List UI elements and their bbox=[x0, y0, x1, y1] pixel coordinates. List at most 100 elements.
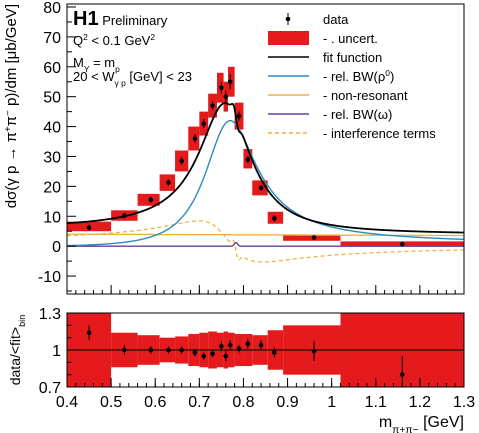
main-ytick-label-80: 80 bbox=[43, 0, 61, 17]
main-ytick-label-10: 10 bbox=[43, 209, 61, 226]
ratio-axes: 0.7 1 1.3 0.4 0.5 0.6 0.7 0.8 0.9 1 1.1 1.2 1.3 data/… bbox=[7, 306, 475, 433]
legend-label: fit function bbox=[323, 50, 382, 65]
ratio-point-13 bbox=[258, 340, 264, 350]
ratio-point-8 bbox=[219, 341, 224, 352]
main-ytick-label-50: 50 bbox=[43, 90, 61, 107]
ratio-marker bbox=[272, 350, 277, 355]
data-point-12 bbox=[245, 155, 251, 164]
data-marker bbox=[210, 103, 215, 108]
xtick-label-1: 0.5 bbox=[100, 394, 122, 411]
data-marker bbox=[399, 241, 405, 247]
ratio-ytick-label-1: 1 bbox=[52, 343, 61, 360]
xtick-label-9: 1.3 bbox=[453, 394, 475, 411]
ratio-point-1 bbox=[122, 345, 127, 355]
legend-entry-3: - rel. BW(ρ0) bbox=[268, 68, 394, 84]
non-resonant-curve bbox=[67, 233, 464, 237]
legend-entry-6: - interference terms bbox=[268, 126, 436, 141]
legend-entry-1: - . uncert. bbox=[268, 31, 378, 46]
data-point-0 bbox=[86, 224, 92, 231]
ratio-ytick-label-0_7: 0.7 bbox=[39, 380, 61, 397]
data-point-9 bbox=[223, 90, 229, 103]
data-marker bbox=[272, 216, 277, 221]
main-ytick-label-40: 40 bbox=[43, 120, 61, 137]
main-ytick-label-0: 0 bbox=[52, 239, 61, 256]
ratio-point-14 bbox=[272, 347, 277, 358]
main-legend: data - . uncert. fit function - rel. BW(ρ0)… bbox=[268, 12, 436, 141]
data-point-8 bbox=[219, 81, 224, 94]
xtick-label-7: 1.1 bbox=[365, 394, 387, 411]
ratio-point-9 bbox=[223, 351, 229, 362]
ratio-marker bbox=[236, 346, 242, 352]
data-marker bbox=[227, 79, 233, 85]
cut-w: 20 < Wγ p [GeV] < 23 bbox=[73, 69, 192, 88]
ratio-data-points bbox=[86, 325, 405, 387]
ratio-marker bbox=[399, 372, 405, 377]
ratio-marker bbox=[148, 347, 154, 353]
ratio-point-7 bbox=[210, 350, 215, 358]
legend-label: data bbox=[323, 12, 349, 27]
ratio-point-4 bbox=[179, 346, 184, 354]
data-point-3 bbox=[166, 179, 171, 186]
experiment-label: H1 Preliminary bbox=[73, 8, 168, 30]
ratio-marker bbox=[223, 353, 229, 359]
xtick-label-8: 1.2 bbox=[409, 394, 431, 411]
main-ylabel: dσ(γ p → π+π− p)/dm [μb/GeV] bbox=[3, 4, 21, 208]
data-marker bbox=[148, 197, 154, 203]
main-ytick-label-70: 70 bbox=[43, 30, 61, 47]
data-point-16 bbox=[399, 241, 405, 247]
legend-label: - rel. BW(ω) bbox=[323, 107, 392, 122]
data-marker bbox=[311, 235, 317, 240]
main-fit-curves bbox=[67, 102, 464, 263]
ratio-marker bbox=[179, 347, 184, 353]
legend-marker bbox=[285, 16, 291, 22]
data-marker bbox=[258, 185, 264, 191]
data-point-15 bbox=[311, 235, 317, 240]
data-marker bbox=[236, 113, 242, 119]
ratio-ytick-label-1_3: 1.3 bbox=[39, 306, 61, 323]
ratio-point-6 bbox=[201, 352, 207, 360]
main-ytick-label-60: 60 bbox=[43, 60, 61, 77]
ratio-marker bbox=[245, 341, 251, 347]
data-marker bbox=[201, 121, 207, 126]
x-axis-label: mπ+π− [GeV] bbox=[379, 414, 464, 433]
ratio-point-15 bbox=[311, 341, 317, 362]
xtick-label-6: 1 bbox=[327, 394, 336, 411]
ratio-marker bbox=[166, 347, 171, 353]
data-marker bbox=[223, 94, 229, 99]
legend-label: - interference terms bbox=[323, 126, 436, 141]
ratio-point-3 bbox=[166, 346, 171, 354]
main-ytick-label-20: 20 bbox=[43, 179, 61, 196]
data-marker bbox=[179, 158, 184, 164]
data-point-7 bbox=[210, 101, 215, 111]
data-marker bbox=[86, 225, 92, 230]
ratio-ylabel: data/<fit>bin bbox=[7, 315, 27, 386]
cut-q2: Q2 < 0.1 GeV2 bbox=[73, 32, 155, 48]
legend-label: - non-resonant bbox=[323, 88, 408, 103]
data-marker bbox=[166, 180, 171, 185]
ratio-marker bbox=[227, 342, 233, 348]
ratio-marker bbox=[122, 347, 127, 353]
legend-entry-0: data bbox=[285, 12, 349, 27]
data-point-5 bbox=[192, 134, 198, 144]
ratio-point-0 bbox=[86, 325, 92, 341]
main-ytick-label--10: -10 bbox=[38, 269, 61, 286]
ratio-marker bbox=[311, 348, 317, 354]
data-point-6 bbox=[201, 119, 207, 129]
data-point-13 bbox=[258, 184, 264, 191]
data-point-10 bbox=[227, 74, 233, 90]
cut-my: MY = mp bbox=[73, 55, 120, 74]
data-point-2 bbox=[148, 196, 154, 203]
legend-label: - rel. BW(ρ0) bbox=[323, 68, 394, 84]
xtick-label-0: 0.4 bbox=[56, 394, 78, 411]
data-point-14 bbox=[272, 215, 277, 222]
ratio-point-10 bbox=[227, 340, 233, 350]
main-frame bbox=[66, 3, 465, 295]
data-point-1 bbox=[122, 212, 127, 219]
legend-label: - . uncert. bbox=[323, 31, 378, 46]
ratio-point-16 bbox=[399, 356, 405, 387]
legend-entry-5: - rel. BW(ω) bbox=[268, 107, 392, 122]
xtick-label-2: 0.6 bbox=[144, 394, 166, 411]
ratio-marker bbox=[210, 351, 215, 357]
ratio-marker bbox=[192, 350, 198, 355]
